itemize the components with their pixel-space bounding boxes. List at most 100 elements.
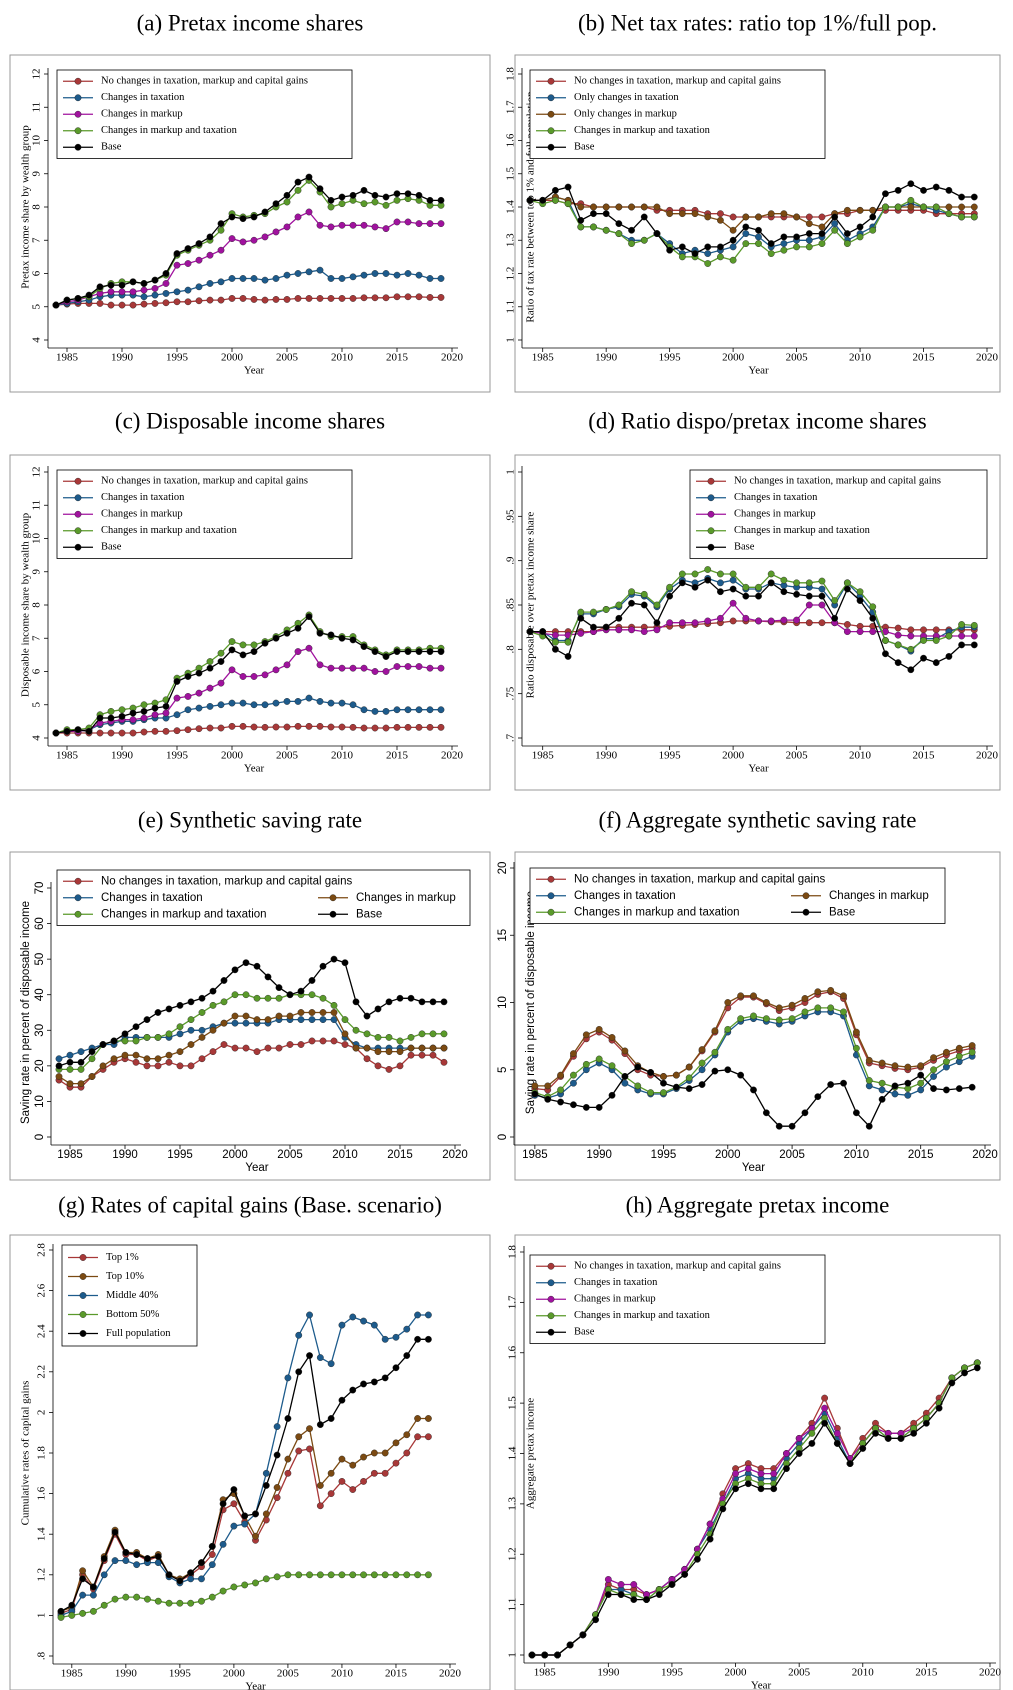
data-point xyxy=(154,1597,162,1605)
data-point xyxy=(264,973,272,981)
data-point xyxy=(184,706,192,714)
data-point xyxy=(615,203,623,211)
data-point xyxy=(767,210,775,218)
data-point xyxy=(79,1575,87,1583)
data-point xyxy=(143,1062,151,1070)
data-point xyxy=(184,673,192,680)
data-point xyxy=(894,203,902,211)
data-point xyxy=(330,1037,338,1045)
data-point xyxy=(250,723,258,731)
x-tick-label: 2010 xyxy=(331,1668,354,1680)
y-tick-label: 1 xyxy=(505,337,517,343)
x-tick-label: 1985 xyxy=(532,352,555,364)
y-tick-label: 1 xyxy=(507,1652,519,1658)
data-point xyxy=(770,1470,778,1478)
data-point xyxy=(165,1005,173,1013)
data-point xyxy=(704,250,712,257)
y-tick-label: 1.8 xyxy=(507,1245,519,1259)
data-point xyxy=(742,592,750,600)
data-point xyxy=(755,617,762,625)
data-point xyxy=(219,1587,227,1595)
data-point xyxy=(111,1528,119,1536)
data-point xyxy=(198,1055,206,1063)
data-point xyxy=(217,679,225,687)
data-point xyxy=(750,1012,757,1020)
data-point xyxy=(206,233,214,241)
data-point xyxy=(628,226,635,234)
y-tick-label: 1.3 xyxy=(505,233,517,247)
data-point xyxy=(360,271,368,279)
legend-marker xyxy=(707,527,715,535)
data-point xyxy=(96,283,104,291)
data-point xyxy=(184,245,192,252)
data-point xyxy=(100,1571,108,1579)
data-point xyxy=(437,294,445,301)
data-point xyxy=(118,288,126,296)
data-point xyxy=(424,1335,432,1343)
panel-frame xyxy=(514,851,1001,1181)
data-point xyxy=(564,638,572,646)
data-point xyxy=(349,1313,357,1321)
data-point xyxy=(308,1016,316,1024)
legend-label: No changes in taxation, markup and capit… xyxy=(101,76,308,87)
y-tick-label: 1.7 xyxy=(507,1295,519,1309)
data-point xyxy=(122,1557,130,1564)
data-point xyxy=(770,1485,778,1493)
data-point xyxy=(691,210,699,218)
data-point xyxy=(349,191,357,199)
data-point xyxy=(557,1098,564,1106)
x-tick-label: 1985 xyxy=(57,1149,83,1161)
data-point xyxy=(327,664,335,672)
x-tick-label: 2020 xyxy=(979,1667,1002,1679)
y-tick-label: 0 xyxy=(497,1134,509,1140)
data-point xyxy=(628,203,635,211)
data-point xyxy=(231,991,239,999)
data-point xyxy=(363,1030,371,1038)
data-point xyxy=(742,240,750,247)
data-point xyxy=(370,1321,378,1329)
legend-box xyxy=(529,69,826,159)
data-point xyxy=(577,629,585,637)
data-point xyxy=(52,729,60,737)
data-point xyxy=(814,988,822,996)
data-point xyxy=(795,1434,803,1442)
data-point xyxy=(755,233,762,241)
x-tick-label: 2015 xyxy=(385,1668,408,1680)
data-point xyxy=(241,1581,249,1589)
data-point xyxy=(894,186,902,194)
data-point xyxy=(184,260,192,267)
data-point xyxy=(374,1034,382,1041)
data-point xyxy=(407,1051,415,1059)
legend-label: Changes in markup and taxation xyxy=(574,906,740,918)
data-point xyxy=(930,1066,937,1074)
data-point xyxy=(262,1469,270,1477)
y-tick-label: 10 xyxy=(31,533,43,545)
data-point xyxy=(393,196,401,204)
data-point xyxy=(242,959,250,967)
data-point xyxy=(173,261,181,269)
data-point xyxy=(904,1091,912,1099)
data-point xyxy=(217,658,225,665)
y-tick-label: 2 xyxy=(36,1410,48,1416)
x-tick-label: 2005 xyxy=(277,1149,303,1161)
data-point xyxy=(392,1364,400,1372)
data-point xyxy=(338,193,346,201)
x-axis-label: Year xyxy=(244,365,265,377)
data-point xyxy=(415,663,423,670)
data-point xyxy=(831,213,839,221)
chart-title: (h) Aggregate pretax income xyxy=(626,1192,890,1217)
data-point xyxy=(437,275,445,282)
data-point xyxy=(818,592,826,600)
data-point xyxy=(717,210,724,218)
data-point xyxy=(884,1434,892,1442)
data-point xyxy=(283,698,291,705)
data-point xyxy=(154,1055,162,1063)
data-point xyxy=(363,1055,371,1063)
data-point xyxy=(685,1063,693,1071)
data-point xyxy=(579,1631,587,1639)
data-point xyxy=(544,1082,552,1090)
data-point xyxy=(531,1090,539,1098)
panel-frame xyxy=(9,454,491,791)
data-point xyxy=(209,987,217,995)
data-point xyxy=(783,1450,790,1457)
